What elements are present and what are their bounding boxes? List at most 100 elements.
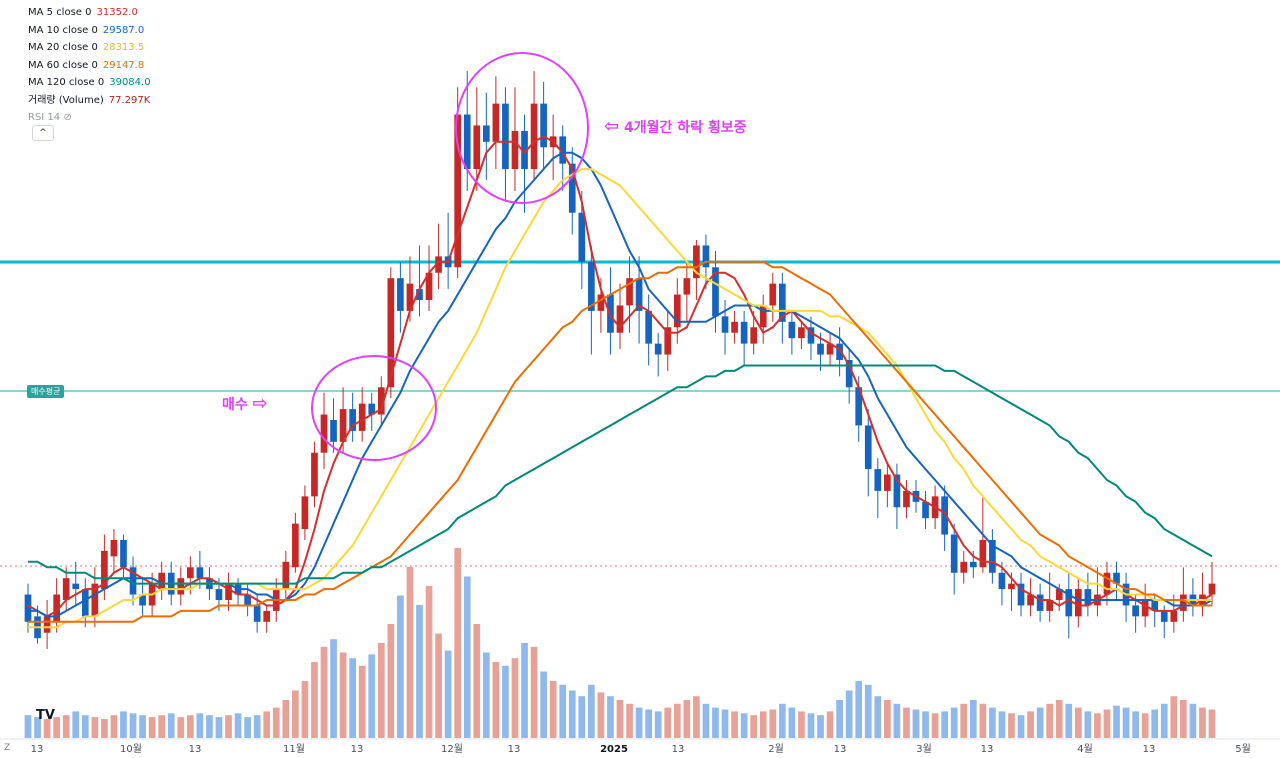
volume-bar: [91, 717, 99, 738]
candle-body: [292, 523, 299, 568]
volume-bar: [903, 707, 910, 738]
time-axis: 13 10월 13 11월 13 12월 13 2025 13 2월 13 3월 13 4월 13 5월: [0, 738, 1280, 755]
volume-bar: [664, 707, 672, 738]
volume-bar: [1113, 705, 1120, 738]
candle-body: [874, 469, 882, 491]
volume-bar: [979, 703, 987, 738]
volume-bar: [148, 717, 156, 738]
volume-bar: [1084, 711, 1092, 738]
volume-bar: [559, 684, 567, 738]
x-tick-label: 10월: [120, 743, 142, 755]
volume-bar: [387, 624, 395, 738]
candle-body: [463, 114, 471, 170]
volume-bar: [693, 696, 700, 738]
candle-body: [969, 561, 977, 568]
timezone-marker: Z: [4, 743, 11, 753]
volume-bar: [292, 690, 299, 738]
candle-body: [120, 540, 127, 568]
ma-line-0[interactable]: [27, 135, 1213, 618]
candle-body: [1055, 589, 1063, 600]
candle-body: [1208, 583, 1216, 595]
volume-bar: [129, 713, 137, 738]
legend-ma60-value: 29147.8: [102, 59, 145, 71]
buy-circle: [311, 355, 437, 461]
x-tick-label: 13: [834, 744, 847, 755]
legend-ma120[interactable]: MA 120 close 0 39084.0: [28, 74, 151, 92]
ma-line-4[interactable]: [28, 364, 1213, 585]
volume-bar: [1008, 713, 1015, 738]
legend-ma20[interactable]: MA 20 close 0 28313.5: [28, 39, 151, 57]
candle-body: [158, 572, 166, 590]
ma-line-2[interactable]: [28, 168, 1212, 629]
candle-body: [922, 501, 929, 519]
legend-ma5[interactable]: MA 5 close 0 31352.0: [28, 4, 151, 22]
legend-volume[interactable]: 거래량 (Volume) 77.297K: [28, 92, 151, 110]
legend-ma5-label: MA 5 close 0: [28, 7, 92, 18]
candle-body: [435, 256, 442, 273]
volume-bar: [597, 692, 605, 738]
candle-body: [492, 103, 500, 142]
volume-bar: [206, 715, 213, 738]
candle-body: [311, 452, 318, 497]
candle-body: [1074, 589, 1082, 617]
arrow-left-icon: ⇦: [604, 116, 620, 137]
annotation-circles: [311, 52, 589, 461]
legend-ma60[interactable]: MA 60 close 0 29147.8: [28, 57, 151, 75]
sideways-circle: [455, 52, 589, 204]
legend-ma5-value: 31352.0: [96, 7, 138, 18]
candle-body: [1046, 600, 1054, 611]
candle-body: [683, 278, 691, 295]
volume-bar: [406, 567, 414, 738]
candle-body: [903, 490, 910, 508]
candle-body: [129, 567, 137, 595]
buy-label: 매수: [222, 397, 248, 413]
avg-price-badge: 매수평균: [27, 385, 65, 398]
legend-rsi[interactable]: RSI 14 ⊘: [28, 109, 151, 127]
volume-bar: [463, 576, 471, 738]
collapse-legend-button[interactable]: ^: [32, 125, 54, 141]
candle-body: [568, 163, 576, 213]
x-tick-label: 12월: [441, 743, 463, 755]
ma-line-1[interactable]: [28, 151, 1213, 618]
volume-bar: [683, 700, 691, 738]
candle-body: [406, 283, 414, 311]
candle-body: [1084, 589, 1092, 606]
volume-bar: [969, 700, 977, 738]
volume-bar: [72, 711, 80, 738]
volume-bar: [1180, 700, 1187, 738]
volume-bar: [1055, 700, 1063, 738]
candle-body: [654, 343, 662, 355]
candle-body: [673, 294, 681, 328]
candle-body: [101, 550, 108, 590]
candle-body: [72, 583, 80, 590]
volume-bar: [922, 711, 929, 738]
tradingview-logo[interactable]: TV: [36, 708, 55, 723]
candle-body: [253, 605, 261, 622]
legend-ma10-label: MA 10 close 0: [28, 24, 98, 36]
candle-body: [989, 540, 996, 573]
candle-body: [24, 594, 32, 622]
volume-bar: [482, 652, 490, 738]
volume-bar: [645, 709, 652, 738]
volume-bar: [139, 715, 146, 738]
x-tick-label: 4월: [1077, 743, 1093, 755]
candle-body: [778, 283, 786, 322]
volume-bar: [416, 605, 423, 738]
ma-line-3[interactable]: [28, 260, 1212, 623]
candle-body: [1180, 594, 1187, 611]
legend-ma10[interactable]: MA 10 close 0 29587.0: [28, 22, 151, 40]
volume-bar: [1160, 703, 1168, 738]
volume-bar: [855, 681, 863, 738]
volume-bar: [1017, 715, 1025, 738]
volume-bar: [1189, 703, 1197, 738]
candle-body: [1113, 572, 1120, 584]
candle-body: [731, 321, 738, 333]
volume-bar: [253, 715, 261, 738]
legend-ma60-label: MA 60 close 0: [28, 59, 98, 71]
eye-hidden-icon[interactable]: ⊘: [63, 112, 72, 123]
volume-bar: [311, 662, 318, 738]
volume-bar: [1027, 711, 1034, 738]
volume-bar: [912, 709, 920, 738]
volume-bar: [397, 595, 404, 738]
